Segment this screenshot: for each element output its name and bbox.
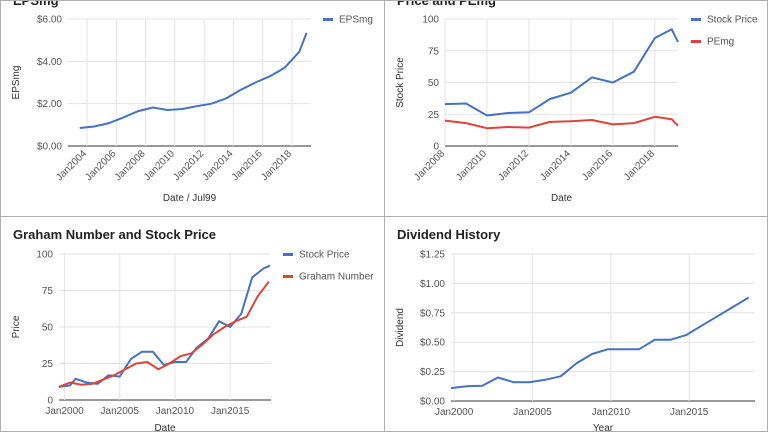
x-tick-label: Jan2015: [211, 406, 250, 417]
panel-dividend-history: Dividend History $0.00 $0.25 $0.50 $0.75 $1.…: [384, 216, 768, 432]
x-tick-label: Jan2005: [101, 406, 140, 417]
y-tick-label: 0: [47, 396, 53, 407]
x-tick-label: Jan2005: [513, 407, 552, 418]
y-tick-label: 25: [42, 359, 54, 370]
panel-epsmg: EPSmg $0.00 $2.00 $4.00 $6.00 Jan2004 Jan2006…: [0, 0, 385, 217]
y-tick-label: 50: [42, 323, 54, 334]
x-tick-label: Jan2016: [580, 148, 615, 183]
x-axis-label: Year: [593, 423, 614, 432]
series-line-epsmg: [79, 32, 308, 129]
y-tick-label: $0.25: [420, 367, 445, 378]
x-tick-label: Jan2000: [435, 407, 474, 418]
legend-swatch: [691, 18, 701, 21]
panel-price-and-pemg: Price and PEmg 0 25 50 75 100 Jan2008 Jan2010 J…: [384, 0, 768, 217]
y-tick-label: $4.00: [37, 57, 62, 68]
y-tick-label: 0: [433, 142, 439, 153]
panel-graham-number: Graham Number and Stock Price 0 25 50 75 100…: [0, 216, 385, 432]
legend-label: Stock Price: [707, 15, 758, 26]
x-axis-label: Date: [154, 423, 176, 432]
x-tick-label: Jan2010: [454, 148, 489, 183]
x-tick-label: Jan2010: [156, 406, 195, 417]
x-tick-label: Jan2018: [622, 148, 657, 183]
x-tick-label: Jan2016: [230, 148, 265, 183]
y-tick-label: $0.00: [420, 397, 445, 408]
y-tick-label: $0.50: [420, 338, 445, 349]
series-line-stock-price: [58, 264, 271, 388]
chart-title: Price and PEmg: [397, 0, 496, 8]
legend-label: Stock Price: [299, 250, 350, 261]
x-tick-label: Jan2008: [412, 148, 447, 183]
legend-label: Graham Number: [299, 272, 374, 283]
y-tick-label: $0.75: [420, 308, 445, 319]
x-axis-label: Date / Jul99: [163, 193, 217, 204]
x-tick-label: Jan2010: [592, 407, 631, 418]
chart-title: Dividend History: [397, 227, 501, 242]
x-tick-label: Jan2010: [142, 148, 177, 183]
x-tick-label: Jan2008: [113, 148, 148, 183]
series-line-pemg: [444, 115, 679, 130]
dividend-history-chart: $0.00 $0.25 $0.50 $0.75 $1.00 $1.25 Jan2000 Jan…: [395, 250, 755, 432]
y-axis-label: Stock Price: [395, 57, 406, 108]
x-tick-label: Jan2012: [496, 148, 531, 183]
x-tick-label: Jan2004: [54, 148, 89, 183]
epsmg-chart: $0.00 $2.00 $4.00 $6.00 Jan2004Jan2006Jan200…: [11, 15, 373, 205]
x-tick-label: Jan2006: [84, 148, 119, 183]
x-axis-label: Date: [551, 193, 573, 204]
series-line-graham-number: [58, 281, 270, 388]
legend-swatch: [323, 18, 333, 21]
y-axis-label: EPSmg: [11, 66, 22, 100]
y-tick-label: $0.00: [37, 142, 62, 153]
y-tick-label: $2.00: [37, 99, 62, 110]
y-tick-label: $6.00: [37, 15, 62, 26]
x-tick-label: Jan2014: [538, 148, 573, 183]
chart-title: EPSmg: [13, 0, 59, 8]
y-tick-label: $1.25: [420, 250, 445, 261]
x-tick-label: Jan2012: [171, 148, 206, 183]
legend-label: PEmg: [707, 37, 734, 48]
y-tick-label: 50: [428, 78, 440, 89]
x-tick-label: Jan2000: [45, 406, 84, 417]
y-tick-label: $1.00: [420, 279, 445, 290]
legend-swatch: [283, 253, 293, 256]
legend-swatch: [283, 275, 293, 278]
x-tick-label: Jan2018: [259, 148, 294, 183]
chart-title: Graham Number and Stock Price: [13, 227, 217, 242]
legend-label: EPSmg: [339, 15, 373, 26]
y-axis-label: Dividend: [395, 308, 406, 347]
y-tick-label: 75: [42, 286, 54, 297]
series-line-dividend: [450, 296, 750, 390]
y-tick-label: 75: [428, 46, 440, 57]
series-line-stock-price: [444, 28, 679, 117]
x-tick-label: Jan2015: [670, 407, 709, 418]
x-tick-label: Jan2014: [201, 148, 236, 183]
y-axis-label: Price: [11, 315, 22, 338]
y-tick-label: 100: [422, 15, 439, 26]
y-tick-label: 25: [428, 110, 440, 121]
legend-swatch: [691, 40, 701, 43]
graham-number-chart: 0 25 50 75 100 Jan2000 Jan2005 Jan2010 Jan2015 Da…: [11, 250, 374, 432]
y-tick-label: 100: [36, 250, 53, 261]
